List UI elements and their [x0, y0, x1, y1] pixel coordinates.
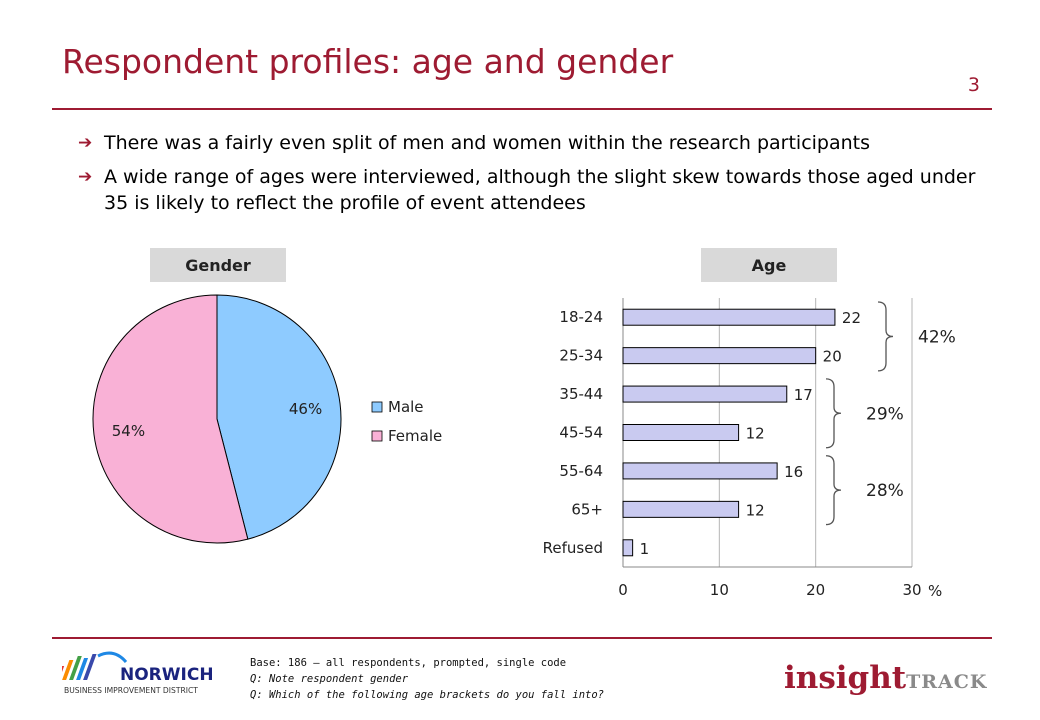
category-label: 55-64 — [559, 462, 603, 480]
gender-chart-label: Gender — [150, 248, 286, 282]
x-tick-label: 10 — [710, 581, 729, 599]
norwich-logo-text: NORWICH — [120, 665, 212, 685]
bar-35-44 — [622, 385, 788, 403]
logo-insight-text: insight — [784, 660, 907, 696]
age-chart-label: Age — [701, 248, 837, 282]
pie-data-label: 46% — [289, 400, 322, 418]
norwich-logo-mark — [55, 651, 128, 680]
footer-notes: Base: 186 – all respondents, prompted, s… — [250, 655, 604, 703]
bullet-list: ➔ There was a fairly even split of men a… — [78, 130, 998, 224]
category-label: 18-24 — [559, 308, 603, 326]
x-axis-unit: % — [928, 582, 942, 600]
x-tick-label: 30 — [902, 581, 921, 599]
bar-value-label: 16 — [784, 463, 803, 481]
bottom-divider — [52, 637, 992, 639]
norwich-bid-logo: NORWICH BUSINESS IMPROVEMENT DISTRICT — [55, 650, 214, 700]
group-percent-label: 29% — [866, 404, 904, 424]
bar-45-54 — [622, 424, 740, 441]
group-percent-label: 42% — [918, 327, 956, 347]
bullet-text: There was a fairly even split of men and… — [104, 132, 871, 154]
bar-65+ — [622, 500, 740, 518]
arrow-right-icon: ➔ — [78, 133, 93, 153]
bar-55-64 — [622, 462, 778, 480]
bullet-item: ➔ There was a fairly even split of men a… — [78, 130, 998, 156]
x-tick-label: 20 — [806, 581, 825, 599]
category-label: 25-34 — [559, 347, 603, 365]
legend-swatch-female — [371, 430, 383, 442]
category-label: 35-44 — [559, 385, 603, 403]
category-label: 45-54 — [559, 424, 603, 442]
bar-value-label: 17 — [794, 386, 813, 404]
bar-25-34 — [622, 347, 817, 365]
page-number: 3 — [967, 74, 980, 96]
top-divider — [52, 108, 992, 110]
logo-track-text: TRACK — [906, 671, 988, 693]
pie-slice-female — [92, 294, 249, 544]
norwich-logo-subtext: BUSINESS IMPROVEMENT DISTRICT — [64, 686, 198, 695]
arrow-right-icon: ➔ — [78, 167, 93, 187]
category-label: Refused — [543, 539, 603, 557]
footer-question-1: Q: Note respondent gender — [250, 673, 409, 685]
legend-label: Male — [388, 398, 424, 416]
bar-value-label: 12 — [746, 425, 765, 443]
group-percent-label: 28% — [866, 481, 904, 501]
bullet-item: ➔ A wide range of ages were interviewed,… — [78, 164, 998, 216]
insighttrack-logo: insightTRACK — [784, 660, 987, 696]
group-brace — [877, 301, 894, 372]
category-label: 65+ — [571, 500, 603, 518]
group-brace — [825, 455, 842, 526]
footer-question-2: Q: Which of the following age brackets d… — [250, 689, 605, 701]
footer-base: Base: 186 – all respondents, prompted, s… — [250, 657, 567, 669]
bar-value-label: 12 — [746, 501, 765, 519]
pie-slice-male — [216, 294, 342, 540]
page-title: Respondent profiles: age and gender — [62, 42, 674, 81]
gender-pie-chart: 46% 54% Male Female — [92, 294, 442, 544]
bar-value-label: 1 — [640, 540, 650, 558]
group-brace — [825, 378, 842, 449]
x-tick-label: 0 — [618, 581, 628, 599]
bar-value-label: 20 — [823, 348, 842, 366]
bullet-text: A wide range of ages were interviewed, a… — [104, 166, 976, 214]
bar-value-label: 22 — [842, 309, 861, 327]
legend-swatch-male — [371, 401, 383, 413]
bar-refused — [622, 539, 634, 557]
bar-18-24 — [622, 308, 836, 326]
legend-label: Female — [388, 427, 442, 445]
pie-data-label: 54% — [112, 422, 145, 440]
